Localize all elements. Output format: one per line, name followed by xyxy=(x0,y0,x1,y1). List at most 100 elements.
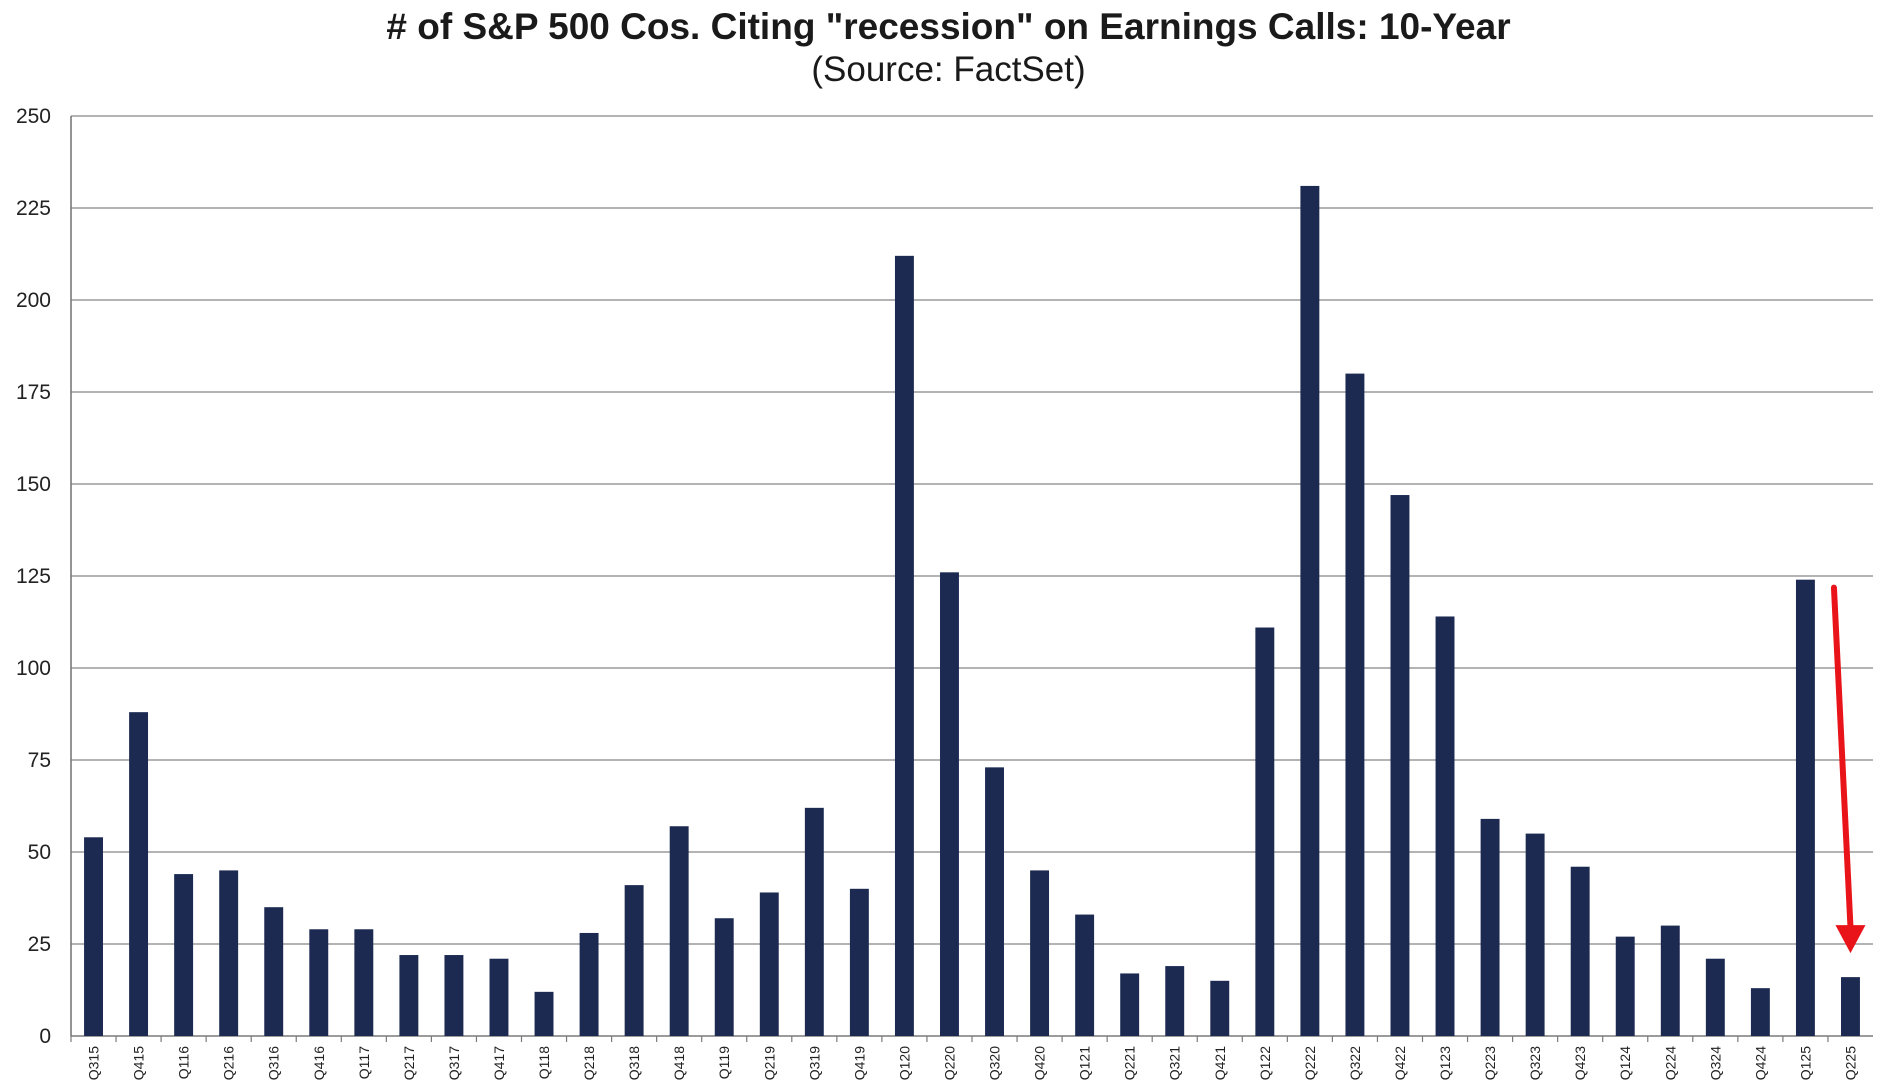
y-tick-label: 150 xyxy=(16,473,51,496)
x-tick-label: Q221 xyxy=(1122,1046,1138,1080)
bar-q224 xyxy=(1660,925,1680,1036)
x-tick-label: Q125 xyxy=(1797,1046,1813,1080)
x-tick-label: Q223 xyxy=(1482,1046,1498,1080)
annotation xyxy=(1830,584,1866,954)
x-tick-label: Q318 xyxy=(626,1046,642,1080)
bar-q317 xyxy=(444,955,464,1036)
y-tick-label: 200 xyxy=(16,289,51,312)
x-tick-label: Q222 xyxy=(1302,1046,1318,1080)
bar-q421 xyxy=(1210,980,1230,1036)
bar-q121 xyxy=(1075,914,1095,1036)
bar-q117 xyxy=(354,929,374,1036)
y-tick-label: 250 xyxy=(16,105,51,128)
bar-q321 xyxy=(1165,966,1185,1036)
bar-q217 xyxy=(399,955,419,1036)
chart-title: # of S&P 500 Cos. Citing "recession" on … xyxy=(386,6,1511,47)
x-tick-label: Q417 xyxy=(491,1046,507,1080)
y-tick-label: 75 xyxy=(28,749,51,772)
bar-q316 xyxy=(264,907,284,1036)
arrow-head xyxy=(1835,925,1866,954)
bar-q320 xyxy=(985,767,1004,1036)
x-tick-label: Q423 xyxy=(1572,1046,1588,1080)
bar-q323 xyxy=(1525,833,1545,1036)
bars xyxy=(84,185,1860,1037)
y-tick-label: 100 xyxy=(16,657,51,680)
x-tick-label: Q321 xyxy=(1167,1046,1183,1080)
x-tick-labels: Q315 Q415 Q116 Q216 Q316 Q416 Q117 Q217 Q317 Q417… xyxy=(86,1046,1859,1080)
x-tick-label: Q217 xyxy=(401,1046,417,1080)
x-tick-label: Q220 xyxy=(941,1046,957,1080)
bar-q218 xyxy=(579,932,599,1036)
bar-q222 xyxy=(1300,185,1320,1037)
x-tick-label: Q424 xyxy=(1752,1046,1768,1080)
x-tick-label: Q416 xyxy=(311,1046,327,1080)
x-tick-label: Q118 xyxy=(536,1046,552,1079)
x-tick-label: Q418 xyxy=(671,1046,687,1080)
bar-q216 xyxy=(219,870,239,1036)
y-tick-label: 25 xyxy=(28,933,51,956)
bar-q225 xyxy=(1841,977,1860,1036)
y-tick-label: 125 xyxy=(16,565,51,588)
bar-q116 xyxy=(174,874,194,1036)
x-tick-label: Q317 xyxy=(446,1046,462,1080)
bar-q318 xyxy=(624,885,644,1036)
gridlines xyxy=(71,115,1873,945)
x-tick-label: Q415 xyxy=(131,1046,147,1080)
y-tick-label: 175 xyxy=(16,381,51,404)
bar-q319 xyxy=(804,807,824,1036)
bar-q424 xyxy=(1750,988,1770,1036)
x-tick-label: Q320 xyxy=(987,1046,1003,1080)
bar-q418 xyxy=(669,826,689,1036)
x-tick-label: Q218 xyxy=(581,1046,597,1080)
x-tick-label: Q319 xyxy=(806,1046,822,1080)
x-tick-label: Q315 xyxy=(86,1046,102,1080)
bar-q315 xyxy=(84,837,103,1036)
x-tick-label: Q421 xyxy=(1212,1046,1228,1080)
bar-q417 xyxy=(489,958,509,1036)
bar-q122 xyxy=(1255,627,1275,1036)
x-tick-label: Q124 xyxy=(1617,1046,1633,1080)
bar-q322 xyxy=(1345,373,1365,1037)
y-tick-label: 50 xyxy=(28,841,51,864)
x-tick-label: Q122 xyxy=(1257,1046,1273,1080)
x-tick-label: Q117 xyxy=(356,1046,372,1079)
x-tick-label: Q422 xyxy=(1392,1046,1408,1080)
x-tick-label: Q316 xyxy=(266,1046,282,1080)
x-tick-label: Q224 xyxy=(1662,1046,1678,1080)
y-tick-label: 225 xyxy=(16,197,51,220)
bar-q124 xyxy=(1615,936,1635,1036)
bar-q423 xyxy=(1570,866,1590,1036)
x-tick-label: Q123 xyxy=(1437,1046,1453,1080)
x-tick-label: Q219 xyxy=(761,1046,777,1080)
x-tick-label: Q419 xyxy=(851,1046,867,1080)
bar-q123 xyxy=(1435,616,1455,1036)
bar-q120 xyxy=(894,255,914,1037)
bar-q125 xyxy=(1795,579,1815,1036)
axes xyxy=(70,116,1873,1042)
chart-subtitle: (Source: FactSet) xyxy=(811,50,1086,89)
x-tick-label: Q119 xyxy=(716,1046,732,1079)
bar-q221 xyxy=(1120,973,1140,1036)
x-tick-label: Q216 xyxy=(221,1046,237,1080)
bar-q118 xyxy=(534,991,554,1036)
bar-q324 xyxy=(1705,958,1725,1036)
arrow-shaft xyxy=(1830,584,1854,931)
bar-q420 xyxy=(1030,870,1050,1036)
bar-q416 xyxy=(309,929,329,1036)
x-tick-label: Q420 xyxy=(1032,1046,1048,1080)
bar-q119 xyxy=(714,918,734,1036)
bar-q220 xyxy=(940,572,959,1036)
bar-q223 xyxy=(1480,818,1500,1036)
bar-q219 xyxy=(759,892,779,1036)
y-tick-label: 0 xyxy=(39,1025,51,1048)
x-tick-label: Q225 xyxy=(1842,1046,1858,1080)
x-tick-label: Q324 xyxy=(1707,1046,1723,1080)
x-tick-label: Q116 xyxy=(176,1046,192,1079)
y-tick-labels: 0 25 50 75 100 125 150 175 200 225 250 xyxy=(16,105,51,1048)
bar-q422 xyxy=(1390,495,1410,1036)
x-tick-label: Q323 xyxy=(1527,1046,1543,1080)
x-tick-label: Q120 xyxy=(896,1046,912,1080)
bar-q419 xyxy=(849,888,869,1036)
x-tick-label: Q322 xyxy=(1347,1046,1363,1080)
